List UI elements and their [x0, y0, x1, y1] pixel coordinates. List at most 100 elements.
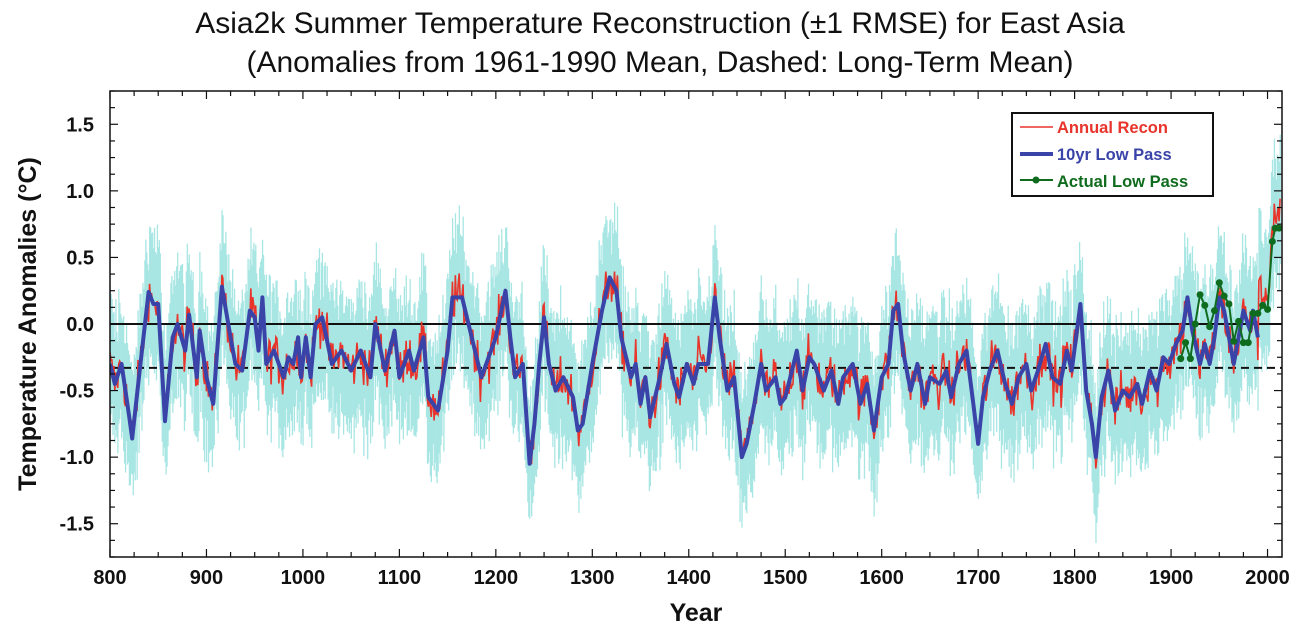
rmse-band-bar: [1205, 284, 1207, 397]
rmse-band-bar: [1114, 368, 1116, 485]
rmse-band-bar: [1233, 316, 1235, 433]
rmse-band-bar: [542, 245, 544, 358]
rmse-band-bar: [186, 243, 188, 370]
rmse-band-bar: [546, 255, 548, 376]
actual-low-pass-point: [1230, 337, 1238, 345]
actual-low-pass-point: [1186, 355, 1194, 363]
rmse-band-bar: [694, 302, 696, 421]
y-tick-label: -1.0: [60, 447, 94, 469]
rmse-band-bar: [364, 282, 366, 399]
rmse-band-bar: [632, 332, 634, 434]
actual-low-pass-point: [1191, 320, 1199, 328]
rmse-band-bar: [1021, 303, 1023, 414]
rmse-band-bar: [731, 331, 733, 449]
rmse-band-bar: [1043, 324, 1045, 429]
rmse-band-bar: [662, 306, 664, 443]
rmse-band-bar: [1104, 337, 1106, 478]
rmse-band-bar: [960, 300, 962, 408]
rmse-band-bar: [474, 308, 476, 437]
rmse-band-bar: [251, 265, 253, 381]
rmse-band-bar: [866, 322, 869, 425]
rmse-band-bar: [870, 367, 872, 492]
rmse-band-bar: [1131, 310, 1133, 445]
rmse-band-bar: [361, 281, 363, 415]
rmse-band-bar: [838, 319, 841, 435]
rmse-band-bar: [373, 261, 376, 376]
rmse-band-bar: [561, 319, 564, 470]
rmse-band-bar: [1055, 337, 1058, 452]
rmse-band-bar: [842, 311, 844, 433]
rmse-band-bar: [733, 289, 735, 421]
actual-low-pass-point: [1235, 317, 1243, 325]
y-tick-label: -0.5: [60, 381, 94, 403]
rmse-band-bar: [1180, 312, 1182, 420]
rmse-band-bar: [434, 333, 436, 463]
rmse-band-bar: [482, 325, 485, 439]
rmse-band-bar: [1158, 298, 1161, 428]
rmse-band-bar: [1071, 336, 1073, 443]
rmse-band-bar: [1197, 273, 1199, 387]
rmse-band-bar: [697, 268, 700, 399]
actual-low-pass-point: [1264, 305, 1272, 313]
rmse-band-bar: [1259, 207, 1261, 340]
rmse-band-bar: [1023, 312, 1026, 437]
rmse-band-bar: [630, 333, 632, 448]
rmse-band-bar: [1022, 298, 1024, 428]
rmse-band-bar: [876, 372, 878, 503]
rmse-band-bar: [559, 331, 561, 459]
rmse-band-bar: [472, 272, 474, 381]
rmse-band-bar: [177, 252, 179, 369]
rmse-band-bar: [136, 349, 138, 480]
rmse-band-bar: [1029, 323, 1032, 426]
rmse-band-bar: [405, 275, 407, 402]
rmse-band-bar: [1266, 236, 1268, 370]
rmse-band-bar: [1163, 321, 1166, 432]
rmse-band-bar: [944, 342, 947, 436]
rmse-band-bar: [346, 306, 349, 432]
rmse-band-bar: [598, 240, 600, 372]
rmse-band-bar: [910, 339, 912, 464]
rmse-band-bar: [233, 288, 236, 397]
rmse-band-bar: [156, 224, 159, 355]
rmse-band-bar: [886, 292, 888, 407]
axes: 800 900 1000 1100 1200 1300 1400 1500 1600 1700 18…: [60, 90, 1290, 589]
rmse-band-bar: [145, 239, 147, 357]
rmse-band-bar: [919, 298, 922, 425]
rmse-band-bar: [958, 317, 960, 432]
rmse-band-bar: [1206, 302, 1208, 427]
rmse-band-bar: [1179, 266, 1181, 374]
rmse-band-bar: [692, 329, 694, 451]
rmse-band-bar: [687, 290, 689, 429]
rmse-band-bar: [306, 320, 308, 425]
rmse-band-bar: [1103, 301, 1105, 456]
rmse-band-bar: [391, 290, 393, 427]
legend-actual-marker: [1032, 176, 1040, 184]
chart-subtitle: (Anomalies from 1961-1990 Mean, Dashed: …: [246, 46, 1073, 79]
rmse-band-bar: [496, 251, 498, 375]
rmse-band-bar: [406, 316, 408, 436]
rmse-band-bar: [738, 352, 740, 457]
rmse-band-bar: [699, 285, 702, 407]
rmse-band-bar: [995, 298, 998, 432]
rmse-band-bar: [471, 285, 473, 415]
rmse-band-bar: [291, 316, 294, 436]
rmse-band-bar: [757, 331, 760, 454]
rmse-band-bar: [621, 310, 624, 438]
rmse-band-bar: [771, 327, 773, 446]
rmse-band-bar: [873, 386, 875, 517]
rmse-band-bar: [769, 319, 771, 429]
rmse-band-bar: [1250, 281, 1252, 389]
rmse-band-bar: [993, 310, 995, 437]
rmse-band-bar: [1229, 264, 1231, 388]
y-tick-label: 1.5: [66, 114, 94, 136]
y-axis-label: Temperature Anomalies (°C): [14, 157, 42, 491]
x-tick-label: 1300: [570, 567, 615, 589]
rmse-band-bar: [1265, 229, 1267, 346]
rmse-band-bar: [250, 227, 252, 339]
rmse-band-bar: [1224, 276, 1226, 398]
x-tick-label: 1500: [763, 567, 808, 589]
rmse-band-bar: [322, 296, 324, 401]
rmse-band-bar: [950, 348, 952, 461]
rmse-band-bar: [1147, 351, 1149, 469]
legend: Annual Recon 10yr Low Pass Actual Low Pa…: [1011, 112, 1214, 197]
